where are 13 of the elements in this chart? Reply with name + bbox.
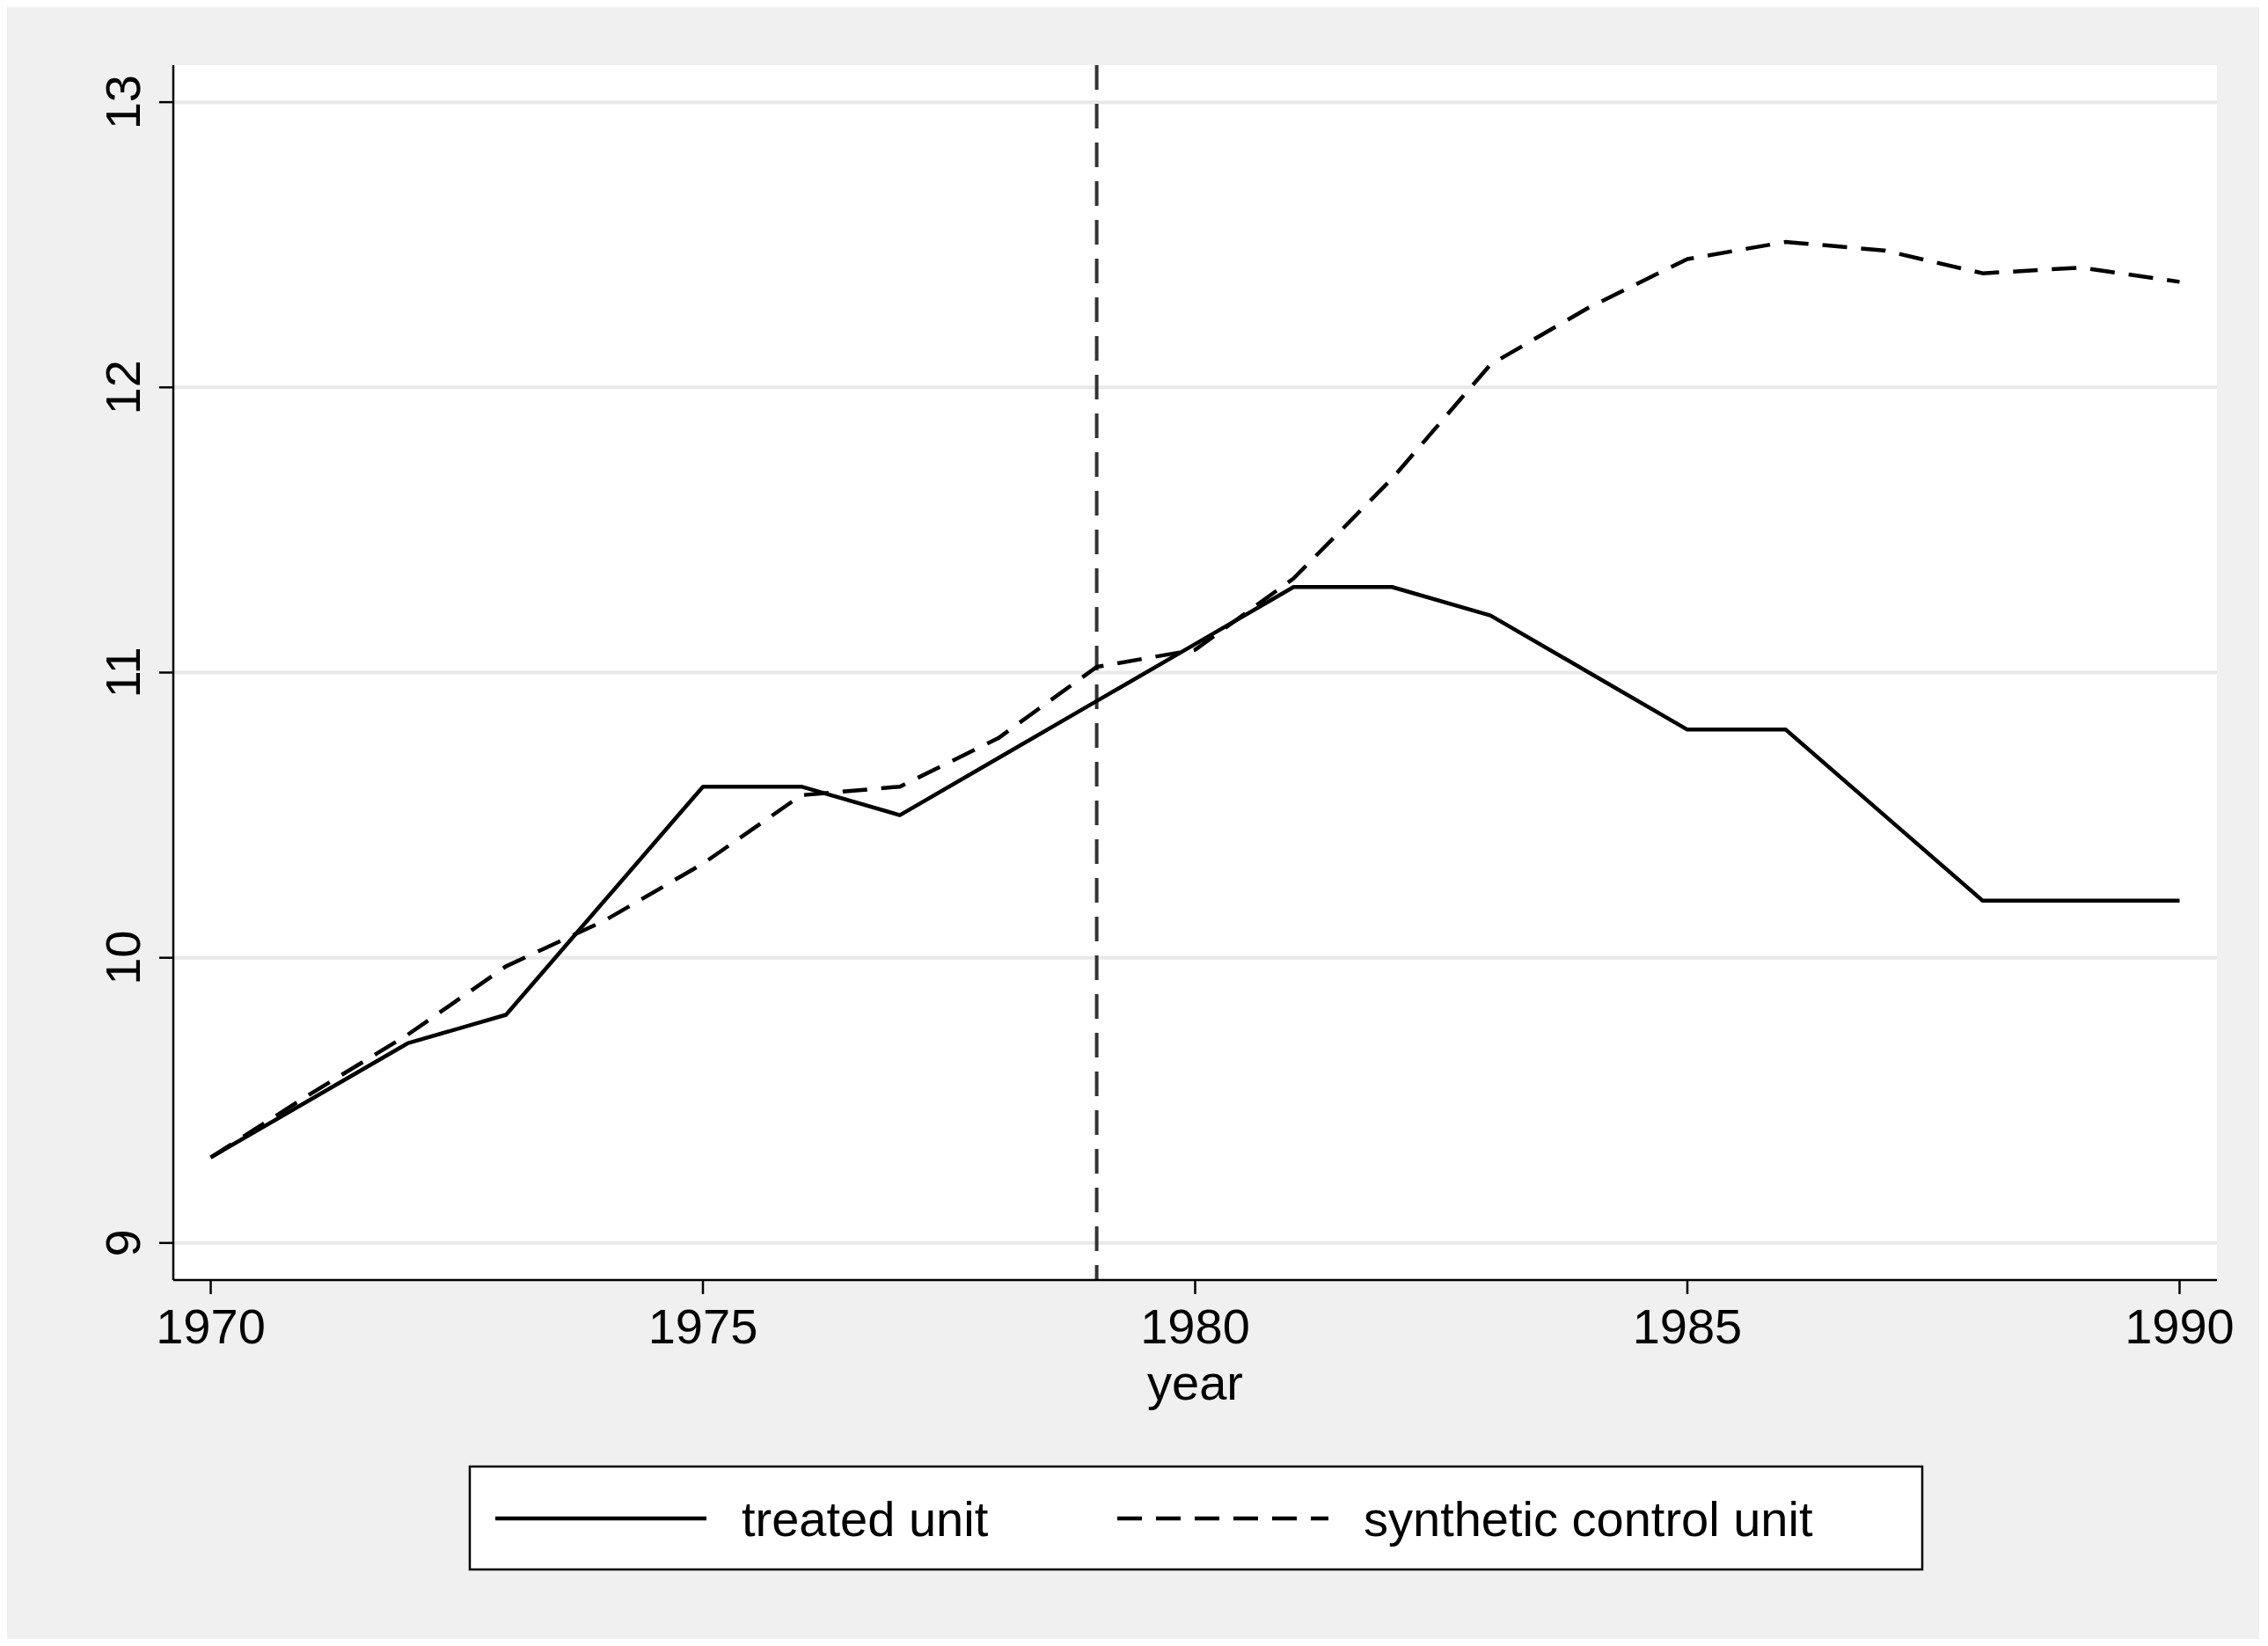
x-tick-label: 1990	[2125, 1299, 2235, 1354]
x-tick-label: 1975	[647, 1299, 758, 1354]
y-tick-label: 12	[95, 360, 150, 415]
x-tick-label: 1980	[1140, 1299, 1250, 1354]
y-tick-label: 9	[95, 1229, 150, 1257]
legend-label: treated unit	[742, 1491, 989, 1547]
x-tick-label: 1970	[156, 1299, 266, 1354]
y-tick-label: 11	[95, 647, 150, 699]
legend-label: synthetic control unit	[1364, 1491, 1813, 1547]
x-tick-label: 1985	[1632, 1299, 1743, 1354]
x-axis-title: year	[1147, 1355, 1243, 1410]
y-tick-label: 13	[95, 74, 150, 130]
y-tick-label: 10	[95, 930, 150, 985]
